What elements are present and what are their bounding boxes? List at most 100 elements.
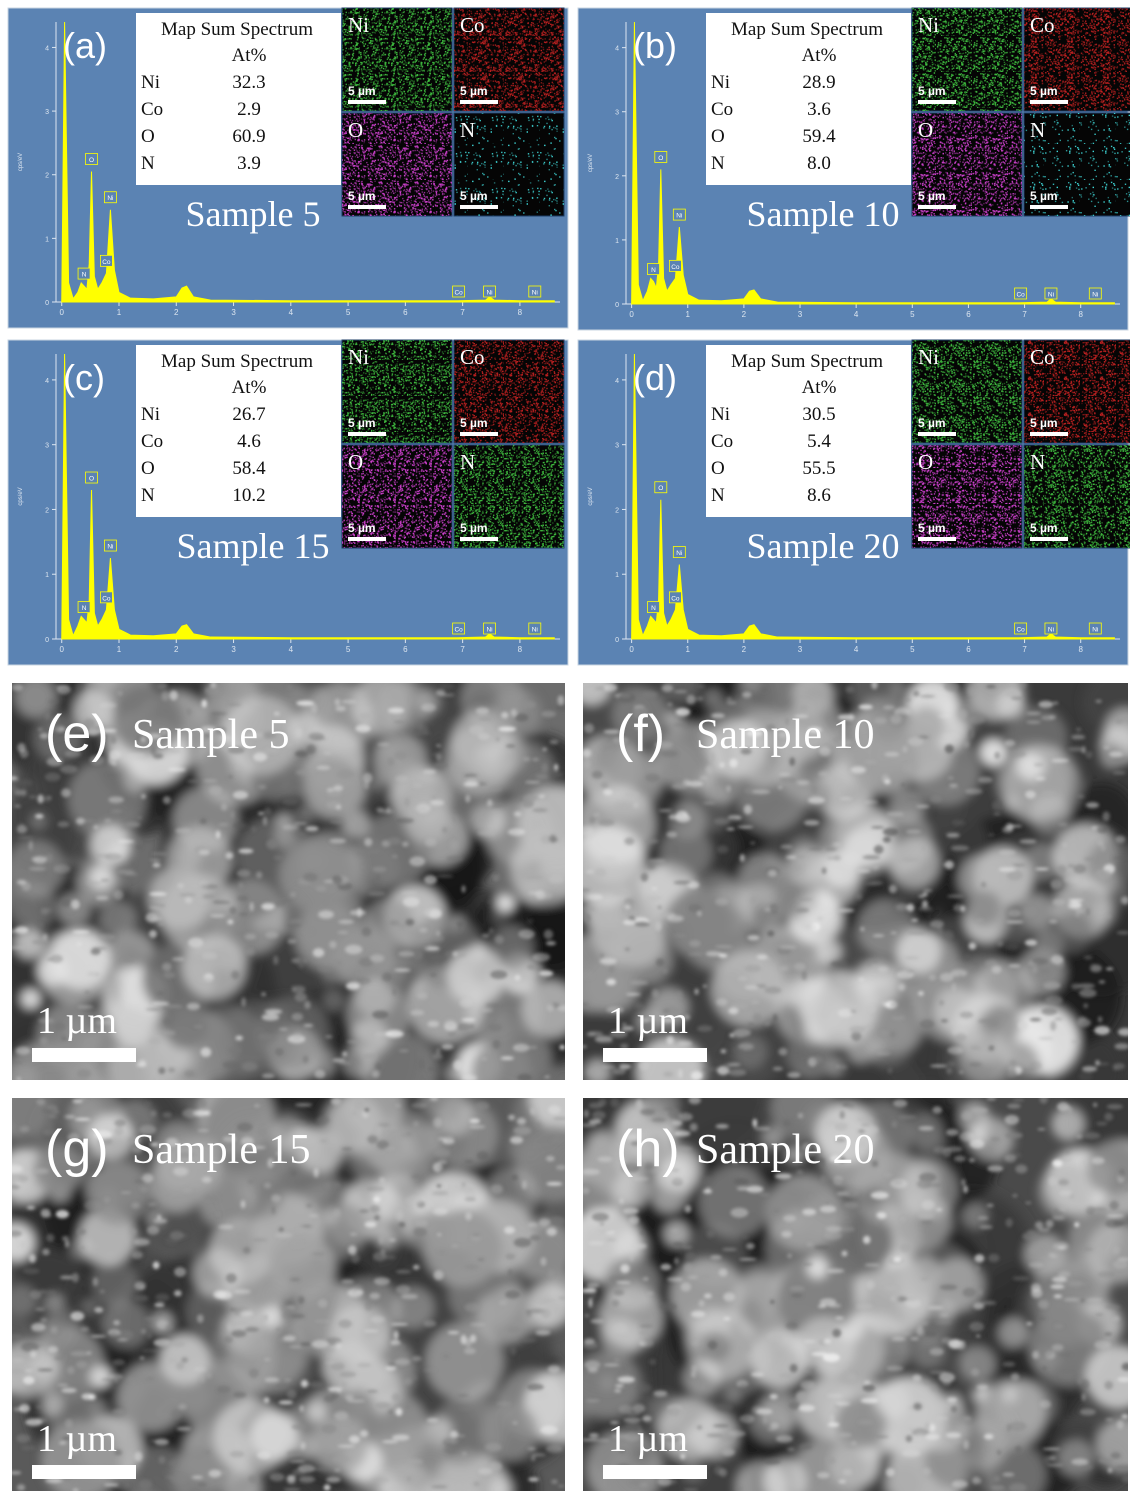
x-tick-label: 6 [403,645,408,654]
map-scale-bar [460,100,498,104]
peak-label: N [651,267,656,274]
map-scale-label: 5 µm [1030,521,1058,535]
peak-label: O [658,485,663,492]
x-tick-label: 5 [346,645,351,654]
y-tick-label: 1 [45,236,49,243]
map-element: Ni [348,345,369,369]
sample-name: Sample 15 [132,1127,310,1173]
x-tick-label: 8 [518,645,523,654]
x-tick-label: 5 [910,310,915,319]
peak-label: O [89,476,94,483]
map-scale-label: 5 µm [348,189,376,203]
y-tick-label: 4 [615,46,619,53]
x-tick-label: 3 [231,308,236,317]
peak-label: Ni [532,627,538,634]
element-name: Ni [141,72,160,93]
map-scale-bar [348,205,386,209]
map-scale-label: 5 µm [348,521,376,535]
sample-name: Sample 10 [747,194,900,234]
element-name: Co [141,431,163,452]
x-tick-label: 4 [289,645,294,654]
y-tick-label: 4 [615,378,619,385]
atomic-percent: 60.9 [232,126,265,147]
x-tick-label: 4 [854,645,859,654]
y-tick-label: 4 [45,378,49,385]
x-tick-label: 6 [966,645,971,654]
map-scale-bar [348,432,386,436]
element-name: N [141,485,155,506]
peak-label: O [658,155,663,162]
atomic-percent: 3.6 [807,99,831,120]
x-tick-label: 8 [1078,310,1083,319]
x-tick-label: 0 [60,645,65,654]
atomic-percent: 10.2 [232,485,265,506]
atomic-percent: 55.5 [802,458,835,479]
y-tick-label: 3 [615,110,619,117]
atomic-percent: 8.0 [807,153,831,174]
map-element: Co [1030,13,1055,37]
peak-label: Ni [107,195,113,202]
element-name: Co [711,99,733,120]
y-tick-label: 2 [45,173,49,180]
scale-bar [32,1048,136,1062]
y-tick-label: 2 [615,174,619,181]
y-tick-label: 1 [615,238,619,245]
peak-label: Co [671,595,680,602]
scale-bar [603,1048,707,1062]
map-scale-label: 5 µm [1030,189,1058,203]
x-tick-label: 2 [174,645,179,654]
map-element: Co [460,13,485,37]
x-tick-label: 2 [742,645,747,654]
peak-label: Co [454,290,463,297]
y-tick-label: 0 [615,302,619,309]
peak-label: Ni [532,290,538,297]
scale-label: 1 µm [608,1418,688,1460]
map-scale-label: 5 µm [918,189,946,203]
element-name: O [711,126,725,147]
map-scale-label: 5 µm [460,416,488,430]
map-scale-bar [460,205,498,209]
x-tick-label: 3 [231,645,236,654]
y-tick-label: 4 [45,45,49,52]
peak-label: N [82,272,87,279]
peak-label: Ni [486,627,492,634]
element-name: N [711,485,725,506]
peak-label: N [651,605,656,612]
sample-name: Sample 20 [696,1127,874,1173]
peak-label: Ni [1048,627,1054,634]
table-title: Map Sum Spectrum [731,19,883,40]
atomic-percent: 2.9 [237,99,261,120]
x-tick-label: 6 [966,310,971,319]
map-element: O [918,450,933,474]
element-name: N [711,153,725,174]
peak-label: Ni [1092,292,1098,299]
x-tick-label: 3 [798,310,803,319]
sample-name: Sample 15 [177,526,330,566]
map-element: N [1030,118,1045,142]
map-element: N [1030,450,1045,474]
atomic-percent: 3.9 [237,153,261,174]
atomic-percent: 5.4 [807,431,831,452]
figure: 01234012345678cps/eVNOCoNiCoNiNi(a)Map S… [0,0,1130,1493]
map-scale-bar [918,205,956,209]
map-element: Co [460,345,485,369]
y-tick-label: 3 [615,443,619,450]
atomic-percent: 4.6 [237,431,261,452]
x-tick-label: 7 [1022,310,1027,319]
x-tick-label: 2 [742,310,747,319]
x-tick-label: 7 [460,308,465,317]
map-scale-bar [1030,537,1068,541]
x-tick-label: 7 [1022,645,1027,654]
peak-label: Co [102,259,111,266]
element-name: N [141,153,155,174]
scale-label: 1 µm [37,1418,117,1460]
element-name: Ni [711,72,730,93]
atomic-percent: 59.4 [802,126,836,147]
y-axis-label: cps/eV [588,154,594,172]
y-tick-label: 1 [615,572,619,579]
atomic-percent: 8.6 [807,485,831,506]
map-scale-label: 5 µm [918,521,946,535]
sample-name: Sample 20 [747,526,900,566]
atomic-percent: 58.4 [232,458,266,479]
